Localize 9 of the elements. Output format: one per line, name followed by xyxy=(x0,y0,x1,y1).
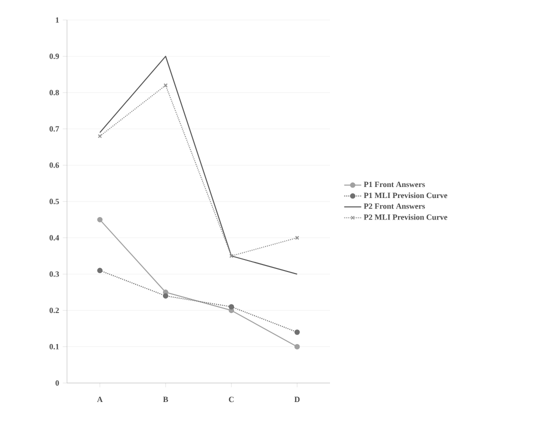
point xyxy=(294,329,300,335)
point xyxy=(229,254,234,258)
line-series xyxy=(99,56,298,275)
point xyxy=(97,216,103,222)
point xyxy=(97,268,103,274)
point xyxy=(162,293,168,299)
point xyxy=(295,236,300,240)
point xyxy=(294,344,300,350)
point xyxy=(228,304,234,310)
